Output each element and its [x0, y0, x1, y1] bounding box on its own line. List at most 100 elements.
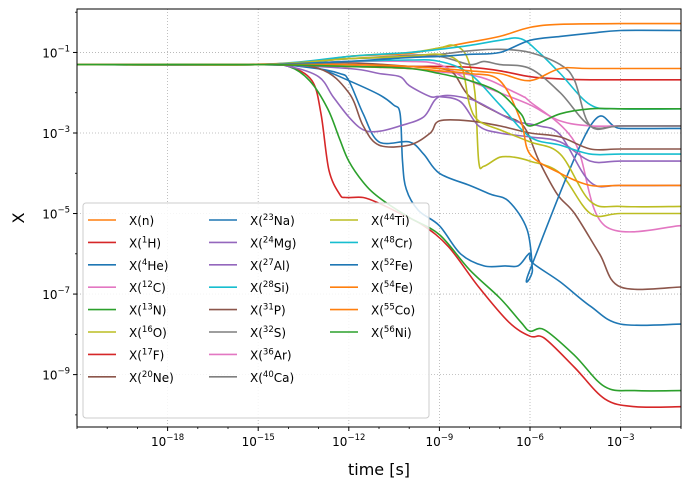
- legend-label-main: X(: [250, 214, 263, 228]
- legend-label-element: H): [147, 236, 161, 250]
- series-line-9: [76, 63, 682, 188]
- y-tick-base: 10: [42, 369, 57, 383]
- legend-label: X(23Na): [250, 213, 295, 228]
- legend-label-element: P): [274, 304, 286, 318]
- x-tick-label: 10−12: [332, 433, 365, 449]
- legend-label-superscript: 40: [263, 370, 274, 380]
- x-tick-base: 10: [151, 435, 166, 449]
- legend-label-superscript: 20: [142, 370, 153, 380]
- legend-label-element: Si): [274, 281, 290, 295]
- y-axis-label: X: [9, 212, 28, 223]
- legend-label-element: Fe): [395, 281, 413, 295]
- legend-label-main: X(: [371, 214, 384, 228]
- y-tick-exponent: −7: [57, 286, 70, 296]
- legend-label-main: X(: [250, 371, 263, 385]
- y-tick-exponent: −9: [57, 367, 70, 377]
- legend-label: X(40Ca): [250, 370, 294, 385]
- legend-label: X(36Ar): [250, 347, 292, 362]
- legend-label-superscript: 36: [263, 347, 274, 357]
- legend-label-superscript: 48: [384, 235, 395, 245]
- legend-label-main: X(n): [129, 214, 154, 228]
- legend-label-element: C): [153, 281, 166, 295]
- legend-label-element: O): [153, 326, 167, 340]
- x-tick-exponent: −15: [257, 433, 275, 443]
- x-tick-label: 10−15: [242, 433, 275, 449]
- legend-label: X(54Fe): [371, 280, 413, 295]
- legend-label-element: Ne): [153, 371, 174, 385]
- legend-label-element: Al): [274, 259, 290, 273]
- legend-label-superscript: 28: [263, 280, 274, 290]
- x-tick-label: 10−6: [516, 433, 544, 449]
- legend-label-element: N): [153, 304, 167, 318]
- series-line-11: [76, 37, 682, 110]
- legend-label-superscript: 31: [263, 303, 274, 313]
- legend-label: X(32S): [250, 325, 286, 340]
- legend-label-main: X(: [250, 348, 263, 362]
- legend-label-superscript: 13: [142, 303, 153, 313]
- legend-label-superscript: 23: [263, 213, 274, 223]
- x-tick-exponent: −3: [622, 433, 635, 443]
- legend-label-element: Fe): [395, 259, 413, 273]
- legend-label-element: Cr): [395, 236, 413, 250]
- legend-label-superscript: 55: [384, 303, 395, 313]
- legend-label-superscript: 52: [384, 258, 395, 268]
- legend-label: X(44Ti): [371, 213, 410, 228]
- axis-ticks: 10−18 10−15 10−12 10−9 10−6 10−310−110−310−51…: [42, 11, 682, 449]
- x-tick-exponent: −9: [441, 433, 454, 443]
- legend-label-element: Co): [395, 304, 415, 318]
- y-tick-exponent: −3: [57, 125, 70, 135]
- legend-label: X(1H): [129, 235, 161, 250]
- legend-label-main: X(: [129, 371, 142, 385]
- legend-label-main: X(: [129, 259, 142, 273]
- legend-label: X(52Fe): [371, 258, 413, 273]
- legend-label: X(17F): [129, 347, 164, 362]
- y-tick-label: 10−9: [42, 367, 70, 383]
- legend-label: X(55Co): [371, 303, 415, 318]
- legend-label: X(13N): [129, 303, 166, 318]
- y-tick-label: 10−3: [42, 125, 70, 141]
- legend-label-superscript: 1: [142, 235, 147, 245]
- legend-label: X(24Mg): [250, 235, 296, 250]
- legend-label-superscript: 17: [142, 347, 153, 357]
- legend-label-element: He): [147, 259, 168, 273]
- x-tick-label: 10−18: [151, 433, 184, 449]
- y-tick-base: 10: [42, 288, 57, 302]
- legend-label-superscript: 54: [384, 280, 395, 290]
- x-axis-label: time [s]: [348, 460, 410, 479]
- series-line-2: [76, 63, 682, 327]
- y-tick-label: 10−7: [42, 286, 70, 302]
- x-tick-exponent: −18: [166, 433, 184, 443]
- legend-label-superscript: 56: [384, 325, 395, 335]
- x-tick-base: 10: [516, 435, 531, 449]
- series-line-16: [76, 53, 682, 208]
- legend-label: X(31P): [250, 303, 286, 318]
- legend-label-superscript: 24: [263, 235, 274, 245]
- legend-label-main: X(: [129, 348, 142, 362]
- legend-label-superscript: 27: [263, 258, 274, 268]
- series-line-21: [76, 63, 681, 127]
- x-tick-base: 10: [332, 435, 347, 449]
- legend-label-main: X(: [250, 304, 263, 318]
- legend-label: X(4He): [129, 258, 168, 273]
- y-tick-base: 10: [42, 127, 57, 141]
- legend-label-main: X(: [371, 236, 384, 250]
- x-tick-exponent: −6: [531, 433, 544, 443]
- y-tick-base: 10: [42, 46, 57, 60]
- x-tick-base: 10: [425, 435, 440, 449]
- legend-label-main: X(: [250, 259, 263, 273]
- y-tick-exponent: −5: [57, 206, 70, 216]
- legend-label: X(12C): [129, 280, 166, 295]
- legend-label-element: F): [153, 348, 165, 362]
- legend-label: X(n): [129, 214, 154, 228]
- legend-label-main: X(: [129, 281, 142, 295]
- legend-label-main: X(: [371, 281, 384, 295]
- legend-label-main: X(: [250, 281, 263, 295]
- legend-label-superscript: 44: [384, 213, 395, 223]
- x-tick-base: 10: [242, 435, 257, 449]
- x-tick-exponent: −12: [347, 433, 365, 443]
- legend-label-main: X(: [250, 326, 263, 340]
- legend-label: X(56Ni): [371, 325, 412, 340]
- legend-label-element: Ca): [274, 371, 294, 385]
- legend-label-main: X(: [129, 326, 142, 340]
